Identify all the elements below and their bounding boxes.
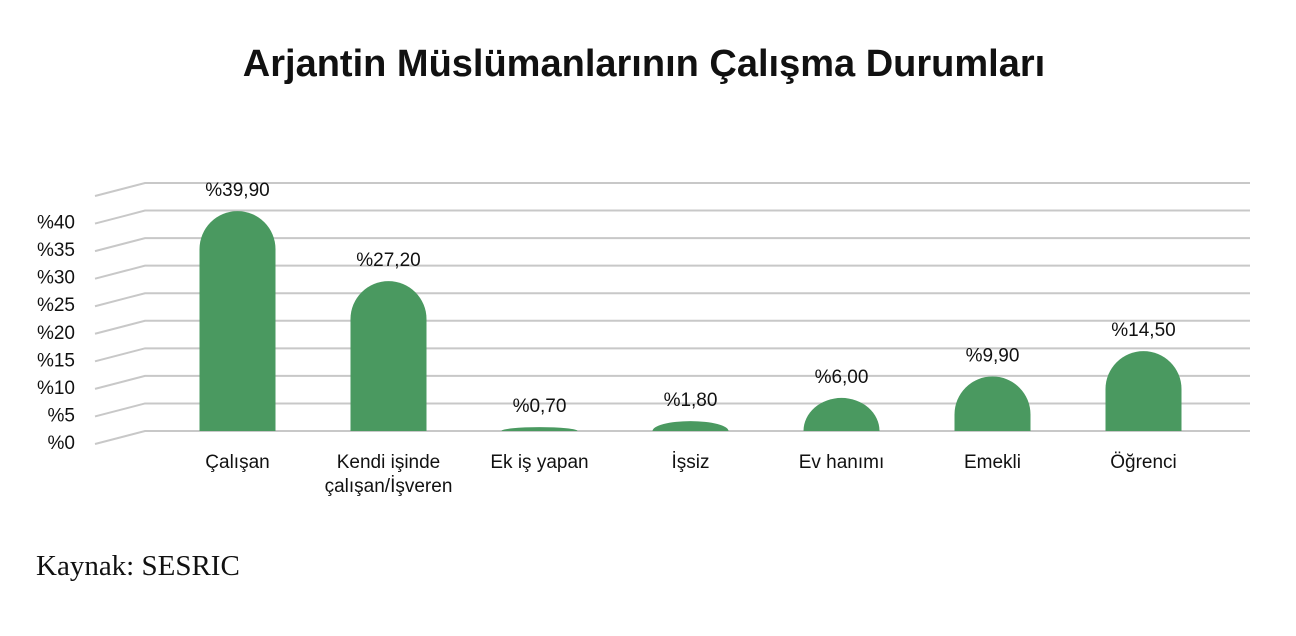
value-label: %0,70 <box>513 396 567 417</box>
grid-line <box>94 237 1250 253</box>
grid-line <box>94 374 1250 390</box>
value-label: %6,00 <box>815 367 869 388</box>
y-tick-label: %15 <box>37 350 75 371</box>
source: Kaynak: SESRIC <box>36 550 240 582</box>
x-tick-label: Öğrenci <box>1110 452 1177 473</box>
y-tick-label: %5 <box>48 405 75 426</box>
bar <box>199 211 276 431</box>
bar <box>501 427 578 431</box>
value-label: %14,50 <box>1111 320 1175 341</box>
y-tick-label: %10 <box>37 378 75 399</box>
x-tick-label: Çalışan <box>205 452 270 473</box>
value-label: %1,80 <box>664 390 718 411</box>
x-tick-label: Ek iş yapan <box>490 452 589 473</box>
grid-line <box>94 319 1250 335</box>
y-tick-label: %40 <box>37 213 75 234</box>
x-tick-label: Ev hanımı <box>798 452 885 473</box>
bar <box>803 397 880 431</box>
x-tick-label: Kendi işinde çalışan/İşveren <box>324 452 453 497</box>
y-tick-label: %25 <box>37 295 75 316</box>
value-label: %9,90 <box>966 345 1020 366</box>
grid-line <box>94 209 1250 225</box>
grid-line <box>94 430 1250 445</box>
value-label: %39,90 <box>205 180 269 201</box>
value-label: %27,20 <box>356 250 420 271</box>
grid-line <box>94 292 1250 308</box>
grid-line <box>94 347 1250 363</box>
y-tick-label: %20 <box>37 323 75 344</box>
y-tick-label: %30 <box>37 268 75 289</box>
x-tick-label: İşsiz <box>671 452 710 473</box>
grid-line <box>94 264 1250 280</box>
bar <box>652 421 729 431</box>
y-tick-label: %0 <box>48 433 75 454</box>
y-tick-label: %35 <box>37 240 75 261</box>
chart-title: Arjantin Müslümanlarının Çalışma Durumla… <box>243 43 1045 85</box>
bar <box>350 281 427 431</box>
bar <box>1105 351 1182 431</box>
bar <box>954 376 1031 431</box>
frame-edge <box>94 182 1250 197</box>
x-tick-label: Emekli <box>963 452 1021 473</box>
grid-line <box>94 402 1250 418</box>
